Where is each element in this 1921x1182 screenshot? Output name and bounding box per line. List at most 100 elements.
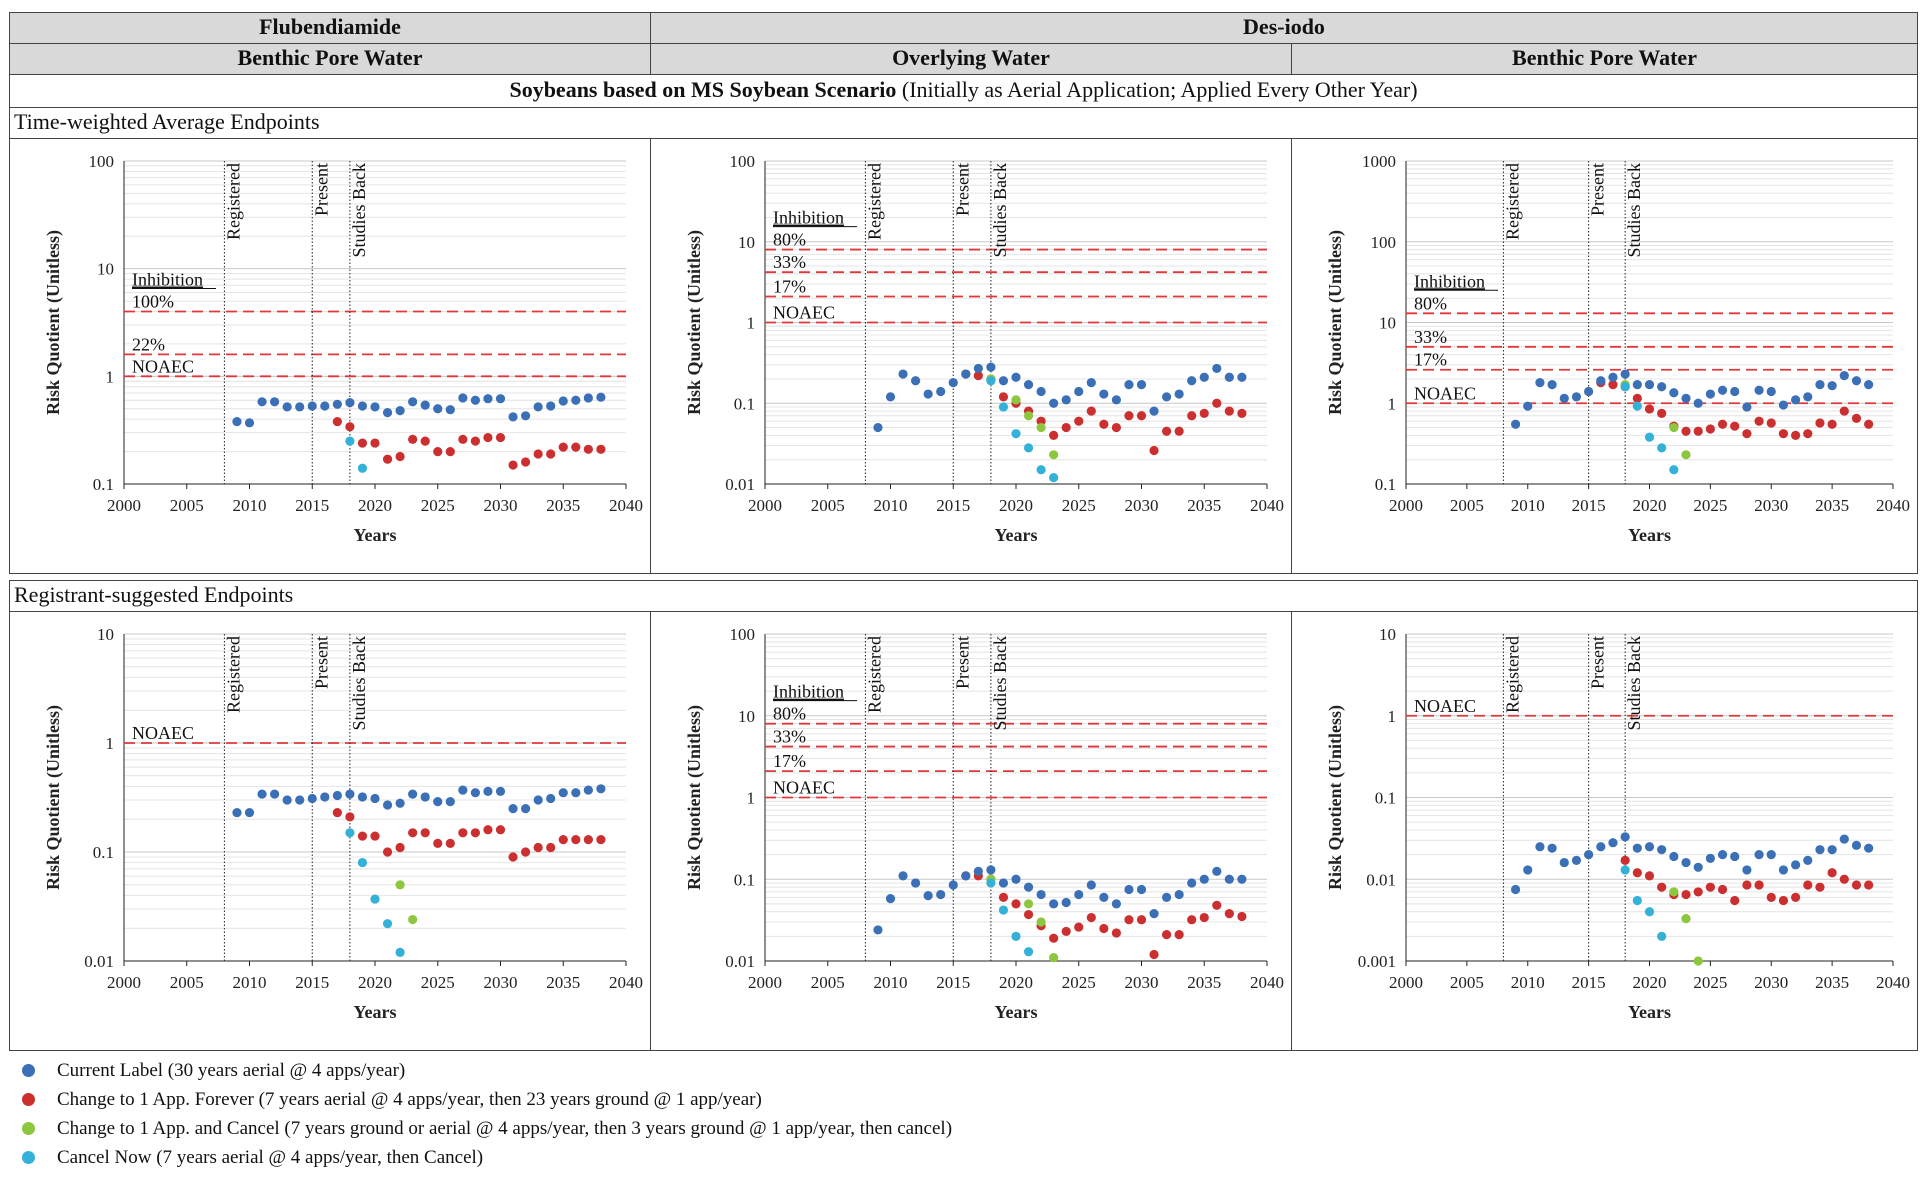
data-point-forever	[1162, 930, 1172, 940]
data-point-current	[1815, 845, 1825, 855]
legend-dot-cancelnow	[22, 1151, 35, 1164]
data-point-cancelnow	[1049, 473, 1059, 483]
data-point-forever	[596, 444, 606, 454]
data-point-cancel13	[1011, 395, 1021, 405]
data-point-cancelnow	[345, 828, 355, 838]
data-point-forever	[1149, 949, 1159, 960]
data-point-current	[1669, 851, 1679, 862]
y-tick-label: 10	[738, 233, 755, 252]
data-point-current	[1199, 372, 1209, 382]
x-tick-label: 2040	[1250, 496, 1284, 515]
event-label: Studies Back	[1624, 163, 1644, 258]
chart-flu-twa: 0.1 1 10 100 2000 2005 2010 2015 2020 2025 2030 203…	[43, 152, 643, 545]
data-point-forever	[1049, 430, 1059, 440]
legend-label-forever: Change to 1 App. Forever (7 years aerial…	[57, 1088, 762, 1110]
header-des-iodo: Des-iodo	[650, 12, 1918, 44]
data-point-forever	[370, 831, 380, 841]
x-tick-label: 2020	[358, 496, 392, 515]
data-point-current	[270, 789, 280, 799]
threshold-label: 80%	[773, 230, 806, 250]
data-point-current	[1754, 850, 1764, 860]
data-point-current	[1523, 865, 1533, 875]
data-point-current	[1803, 392, 1813, 402]
data-point-forever	[1827, 868, 1837, 878]
event-label: Studies Back	[1624, 636, 1644, 731]
data-point-forever	[1705, 424, 1715, 434]
data-point-forever	[357, 438, 368, 448]
data-point-current	[320, 401, 330, 411]
data-point-forever	[1644, 871, 1655, 881]
data-point-current	[1136, 884, 1147, 895]
legend: Current Label (30 years aerial @ 4 apps/…	[22, 1056, 952, 1172]
x-tick-label: 2030	[1125, 496, 1159, 515]
inhibition-header: Inhibition	[773, 208, 844, 228]
x-tick-label: 2000	[107, 973, 141, 992]
chart-desiodo-pore-twa: 0.1 1 10 100 1000 2000 2005 2010 2015 2020 2025 203…	[1325, 152, 1910, 545]
data-point-forever	[1199, 408, 1209, 418]
x-tick-label: 2020	[999, 973, 1033, 992]
data-point-current	[307, 793, 317, 804]
data-point-forever	[445, 838, 455, 848]
threshold-label: 17%	[773, 751, 806, 771]
data-point-cancelnow	[1632, 895, 1642, 906]
event-label: Studies Back	[349, 163, 369, 258]
threshold-label: 33%	[773, 252, 806, 272]
data-point-cancelnow	[382, 919, 393, 929]
data-point-forever	[546, 842, 556, 853]
data-point-current	[1559, 393, 1569, 403]
event-label: Studies Back	[990, 636, 1010, 731]
data-point-cancelnow	[1669, 465, 1679, 475]
event-label: Present	[952, 636, 972, 689]
data-point-cancelnow	[1011, 429, 1021, 439]
data-point-current	[1111, 899, 1121, 909]
y-tick-label: 100	[730, 152, 756, 171]
data-point-cancelnow	[1657, 443, 1667, 453]
data-point-current	[357, 401, 368, 411]
data-point-current	[445, 405, 455, 415]
data-point-forever	[483, 432, 493, 443]
data-point-forever	[1023, 909, 1034, 920]
data-point-current	[232, 416, 242, 427]
y-tick-label: 1	[106, 734, 115, 753]
data-point-current	[546, 793, 556, 804]
event-label: Present	[1588, 636, 1608, 689]
data-point-current	[332, 790, 342, 801]
data-point-cancelnow	[1657, 931, 1667, 941]
data-point-current	[483, 394, 493, 404]
data-point-current	[282, 402, 292, 412]
data-point-cancel13	[1049, 953, 1059, 963]
data-point-forever	[1803, 880, 1813, 890]
y-tick-label: 1	[747, 789, 756, 808]
x-tick-label: 2025	[1062, 496, 1096, 515]
data-point-current	[495, 786, 506, 796]
data-point-current	[1669, 388, 1679, 398]
section-registrant: Registrant-suggested Endpoints	[9, 580, 1918, 612]
data-point-current	[1730, 386, 1740, 397]
data-point-current	[583, 393, 593, 403]
data-point-current	[1011, 874, 1021, 884]
event-label: Present	[952, 163, 972, 216]
data-point-current	[345, 789, 355, 799]
x-axis-title: Years	[354, 525, 397, 545]
threshold-label: NOAEC	[1414, 696, 1476, 716]
data-point-current	[1778, 400, 1789, 410]
data-point-forever	[1754, 880, 1764, 890]
data-point-forever	[1187, 915, 1197, 925]
y-tick-label: 10	[97, 625, 114, 644]
x-tick-label: 2035	[1187, 973, 1221, 992]
event-label: Present	[311, 163, 331, 216]
legend-dot-forever	[22, 1093, 35, 1106]
data-point-current	[1212, 866, 1222, 876]
data-point-current	[1510, 419, 1521, 429]
data-point-forever	[1851, 880, 1862, 890]
data-point-current	[370, 793, 380, 804]
legend-item-cancelnow: Cancel Now (7 years aerial @ 4 apps/year…	[22, 1143, 952, 1172]
data-point-forever	[1839, 874, 1849, 884]
data-point-current	[948, 378, 958, 388]
data-point-current	[1086, 880, 1096, 890]
data-point-current	[1086, 378, 1096, 388]
data-point-forever	[1049, 933, 1059, 943]
data-point-forever	[1099, 419, 1109, 429]
data-point-cancel13	[408, 914, 418, 925]
data-point-forever	[1766, 418, 1776, 428]
